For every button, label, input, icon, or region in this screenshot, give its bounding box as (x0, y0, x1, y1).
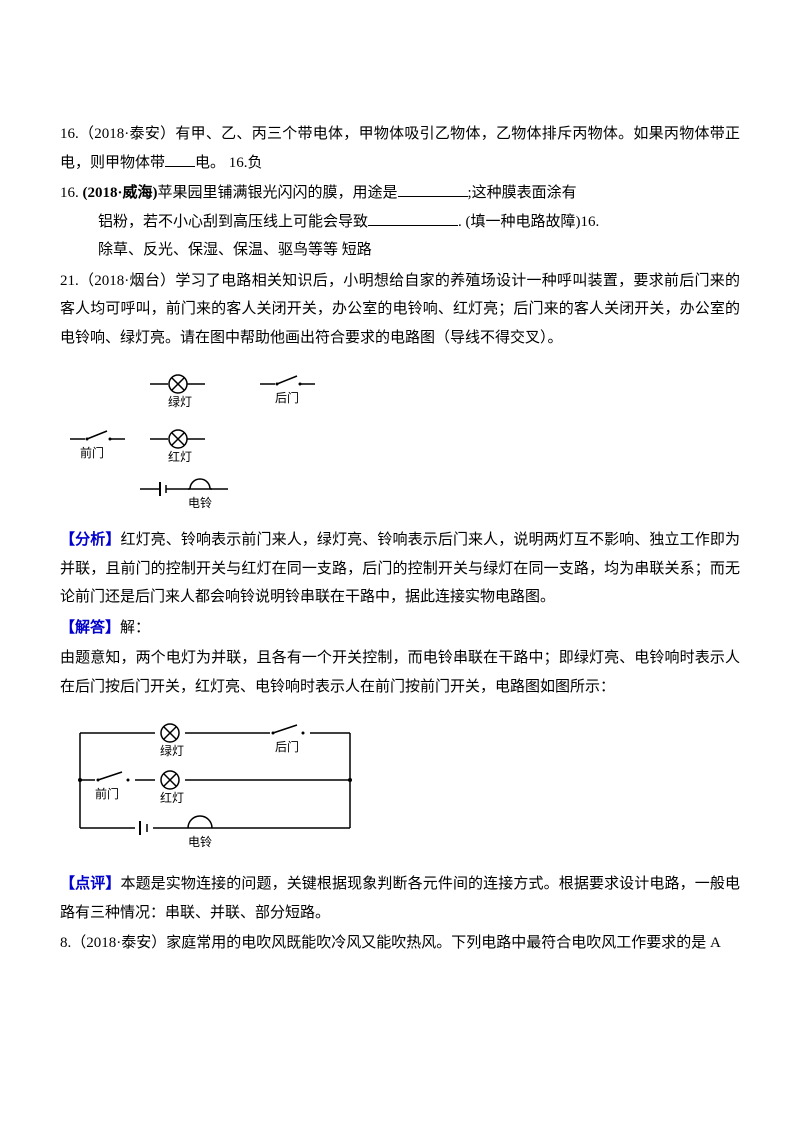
blank-16b-1 (398, 182, 468, 197)
solution-intro: 解： (120, 620, 150, 636)
q16b-answer: 除草、反光、保湿、保温、驱鸟等等 短路 (60, 236, 740, 265)
q16b-text2: ;这种膜表面涂有 (468, 185, 577, 201)
analysis-text: 红灯亮、铃响表示前门来人，绿灯亮、铃响表示后门来人，说明两灯互不影响、独立工作即… (60, 532, 740, 605)
blank-16a (165, 152, 195, 167)
analysis-block: 【分析】红灯亮、铃响表示前门来人，绿灯亮、铃响表示后门来人，说明两灯互不影响、独… (60, 526, 740, 612)
question-16b: 16. (2018·威海)苹果园里铺满银光闪闪的膜，用途是 ;这种膜表面涂有 铝粉… (60, 179, 740, 265)
question-8: 8.（2018·泰安）家庭常用的电吹风既能吹冷风又能吹热风。下列电路中最符合电吹… (60, 929, 740, 958)
analysis-label: 【分析】 (60, 532, 120, 548)
question-21: 21.（2018·烟台）学习了电路相关知识后，小明想给自家的养殖场设计一种呼叫装… (60, 267, 740, 353)
comment-text: 本题是实物连接的问题，关键根据现象判断各元件间的连接方式。根据要求设计电路，一般… (60, 876, 740, 921)
d2-green-label: 绿灯 (160, 743, 184, 758)
comment-label: 【点评】 (60, 876, 120, 892)
solution-block: 【解答】解： (60, 614, 740, 643)
d1-front-label: 前门 (80, 445, 104, 460)
solution-text: 由题意知，两个电灯为并联，且各有一个开关控制，而电铃串联在干路中；即绿灯亮、电铃… (60, 644, 740, 701)
q16b-line2-suffix: . (填一种电路故障)16. (458, 214, 599, 230)
q16b-line2-wrap: 铝粉，若不小心刮到高压线上可能会导致 . (填一种电路故障)16. (60, 208, 740, 237)
d1-back-label: 后门 (275, 390, 299, 405)
d2-red-label: 红灯 (160, 790, 184, 805)
solution-label: 【解答】 (60, 620, 120, 636)
d2-front-label: 前门 (95, 786, 119, 801)
d2-back-label: 后门 (275, 739, 299, 754)
diagram-2: 绿灯 后门 前门 红灯 电铃 (60, 713, 740, 858)
comment-block: 【点评】本题是实物连接的问题，关键根据现象判断各元件间的连接方式。根据要求设计电… (60, 870, 740, 927)
q16b-text1: 苹果园里铺满银光闪闪的膜，用途是 (158, 185, 398, 201)
question-16a: 16.（2018·泰安）有甲、乙、丙三个带电体，甲物体吸引乙物体，乙物体排斥丙物… (60, 120, 740, 177)
q16a-suffix: 电。 16.负 (195, 155, 263, 171)
diagram-1: 绿灯 后门 前门 红灯 电铃 (60, 364, 740, 514)
blank-16b-2 (368, 211, 458, 226)
d1-green-label: 绿灯 (168, 394, 192, 409)
d1-red-label: 红灯 (168, 449, 192, 464)
d1-bell-label: 电铃 (188, 495, 212, 510)
d2-bell-label: 电铃 (188, 834, 212, 849)
q16b-source: (2018·威海) (83, 185, 158, 201)
q16a-prefix: 16.（2018·泰安）有甲、乙、丙三个带电体，甲物体吸引乙物体，乙物体排斥丙物… (60, 126, 740, 171)
q16b-num: 16. (60, 185, 79, 201)
q16b-line2: 铝粉，若不小心刮到高压线上可能会导致 (98, 214, 368, 230)
